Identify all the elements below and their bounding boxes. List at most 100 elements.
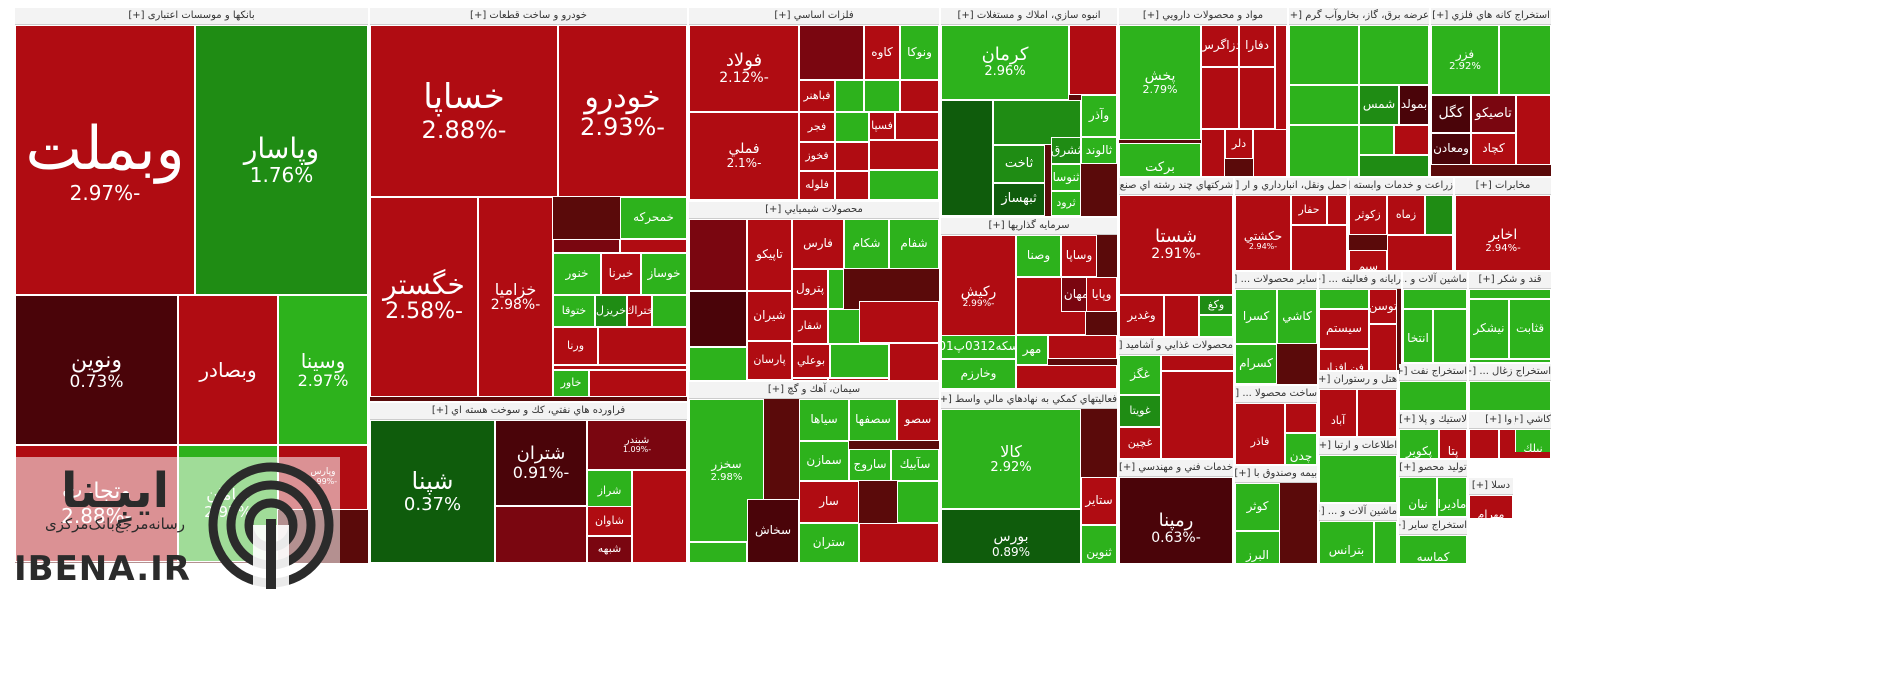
symbol-tile[interactable]: نيلك	[1515, 429, 1551, 452]
symbol-tile[interactable]: سصو	[897, 399, 939, 441]
symbol-tile[interactable]: پترول	[792, 269, 828, 309]
symbol-tile[interactable]: آباد	[1319, 389, 1357, 436]
symbol-tile[interactable]: كلر	[792, 378, 828, 380]
sector-title[interactable]: رايانه و فعاليته ... [+]	[1319, 272, 1401, 289]
symbol-tile[interactable]: كماسه	[1399, 535, 1467, 563]
symbol-tile[interactable]: كگل	[1431, 95, 1471, 133]
filler-tile[interactable]	[864, 80, 900, 112]
symbol-tile[interactable]: زكوثر	[1349, 195, 1387, 235]
sector-title[interactable]: دسلا [+]	[1469, 478, 1513, 495]
symbol-tile[interactable]: خنور	[553, 253, 601, 295]
sector-title[interactable]: انبوه سازي، املاك و مستغلات [+]	[941, 8, 1117, 25]
symbol-tile[interactable]: پارسان	[747, 341, 792, 380]
symbol-tile[interactable]: خوساز	[641, 253, 687, 295]
symbol-tile[interactable]: مهرام	[1469, 495, 1513, 518]
symbol-tile[interactable]: خودرو -2.93%	[558, 25, 687, 197]
filler-tile[interactable]	[1327, 195, 1347, 225]
symbol-tile[interactable]: فجر	[799, 112, 835, 142]
symbol-tile[interactable]: سكه0312پ01	[941, 335, 1016, 359]
filler-tile[interactable]	[1469, 289, 1551, 299]
symbol-tile[interactable]: شبهه	[587, 536, 632, 563]
sector-title[interactable]: ساخت محصولا ... [+]	[1235, 386, 1317, 403]
symbol-tile[interactable]: خمحرکه	[620, 197, 687, 239]
filler-tile[interactable]	[1201, 129, 1225, 176]
symbol-tile[interactable]: تاصيكو	[1471, 95, 1516, 133]
symbol-tile[interactable]: فباهنر	[799, 80, 835, 112]
symbol-tile[interactable]: شفار	[792, 309, 828, 344]
symbol-tile[interactable]: سيم	[1349, 250, 1387, 270]
filler-tile[interactable]	[553, 365, 687, 370]
filler-tile[interactable]	[895, 112, 939, 140]
symbol-tile[interactable]: شبندر -1.09%	[587, 420, 687, 470]
filler-tile[interactable]	[900, 80, 939, 112]
sector-title[interactable]: قند و شكر [+]	[1469, 272, 1551, 289]
filler-tile[interactable]	[1201, 67, 1239, 129]
filler-tile[interactable]	[1369, 324, 1397, 370]
symbol-tile[interactable]: انتخا	[1403, 309, 1433, 362]
symbol-tile[interactable]: شفام	[889, 219, 939, 269]
filler-tile[interactable]	[689, 542, 747, 563]
filler-tile[interactable]	[1394, 125, 1429, 155]
sector-title[interactable]: استخراج زغال ... [+]	[1469, 364, 1551, 381]
symbol-tile[interactable]: ثالوند	[1081, 137, 1117, 164]
symbol-tile[interactable]: كاوه	[864, 25, 900, 80]
symbol-tile[interactable]: رمپنا -0.63%	[1119, 477, 1233, 563]
filler-tile[interactable]	[589, 370, 687, 397]
symbol-tile[interactable]: اخابر -2.94%	[1455, 195, 1551, 270]
symbol-tile[interactable]: ثبهساز	[993, 183, 1045, 216]
symbol-tile[interactable]: خزامیا -2.98%	[478, 197, 553, 397]
filler-tile[interactable]	[1374, 521, 1397, 563]
sector-title[interactable]: سيمان، آهك و گچ [+]	[689, 382, 939, 399]
filler-tile[interactable]	[652, 295, 687, 327]
symbol-tile[interactable]: بمولد	[1399, 85, 1429, 125]
filler-tile[interactable]	[1499, 25, 1551, 95]
symbol-tile[interactable]: بوعلي	[792, 344, 830, 378]
symbol-tile[interactable]: خساپا -2.88%	[370, 25, 558, 197]
symbol-tile[interactable]: بورس 0.89%	[941, 509, 1081, 563]
symbol-tile[interactable]: حفار	[1291, 195, 1327, 225]
sector-title[interactable]: عرضه برق، گاز، بخاروآب گرم [+]	[1289, 8, 1429, 25]
symbol-tile[interactable]: شيران	[747, 291, 792, 341]
symbol-tile[interactable]: خریزل	[595, 295, 627, 327]
symbol-tile[interactable]: كالا 2.92%	[941, 409, 1081, 509]
sector-title[interactable]: محصولات غذايي و آشاميد [+]	[1119, 338, 1233, 355]
symbol-tile[interactable]: تاپيكو	[747, 219, 792, 291]
symbol-tile[interactable]: وساپا	[1061, 235, 1097, 277]
filler-tile[interactable]	[835, 80, 864, 112]
sector-title[interactable]: استخراج نفت [+]	[1399, 364, 1467, 381]
filler-tile[interactable]	[828, 378, 889, 380]
symbol-tile[interactable]: كسرام	[1235, 344, 1277, 384]
sector-title[interactable]: لاستيك و پلا [+]	[1399, 412, 1467, 429]
symbol-tile[interactable]: وكغ	[1199, 295, 1233, 315]
symbol-tile[interactable]: ثرود	[1051, 191, 1081, 216]
symbol-tile[interactable]: كسرا	[1235, 289, 1277, 344]
sector-title[interactable]: ماشين آلات و ... [+]	[1319, 504, 1397, 521]
sector-title[interactable]: ساير محصولات ... [+]	[1235, 272, 1317, 289]
symbol-tile[interactable]: سار	[799, 481, 859, 523]
symbol-tile[interactable]: وپاسار 1.76%	[195, 25, 368, 295]
sector-title[interactable]: اطلاعات و ارتبا [+]	[1319, 438, 1397, 455]
symbol-tile[interactable]: فاذر	[1235, 403, 1285, 464]
filler-tile[interactable]	[835, 171, 869, 200]
filler-tile[interactable]	[889, 343, 939, 380]
sector-title[interactable]: هتل و رستوران [+]	[1319, 372, 1397, 389]
sector-title[interactable]: زراعت و خدمات وابسته [+]	[1349, 178, 1453, 195]
symbol-tile[interactable]: خبرنا	[601, 253, 641, 295]
sector-title[interactable]: بيمه وصندوق با [+]	[1235, 466, 1317, 483]
filler-tile[interactable]	[1469, 429, 1499, 458]
filler-tile[interactable]	[1199, 315, 1233, 336]
sector-title[interactable]: سرمايه گذاريها [+]	[941, 218, 1117, 235]
symbol-tile[interactable]: وخارزم	[941, 359, 1016, 389]
filler-tile[interactable]	[830, 344, 889, 378]
filler-tile[interactable]	[1359, 25, 1429, 85]
filler-tile[interactable]	[1289, 125, 1359, 176]
symbol-tile[interactable]: شتران -0.91%	[495, 420, 587, 506]
symbol-tile[interactable]: ونوكا	[900, 25, 939, 80]
symbol-tile[interactable]: حكشتي -2.94%	[1235, 195, 1291, 270]
symbol-tile[interactable]: وپايا	[1086, 277, 1117, 312]
filler-tile[interactable]	[1291, 225, 1347, 270]
filler-tile[interactable]	[941, 389, 1117, 390]
symbol-tile[interactable]: سيستم	[1319, 309, 1369, 349]
symbol-tile[interactable]: سمازن	[799, 441, 849, 481]
symbol-tile[interactable]: خاور	[553, 370, 589, 397]
